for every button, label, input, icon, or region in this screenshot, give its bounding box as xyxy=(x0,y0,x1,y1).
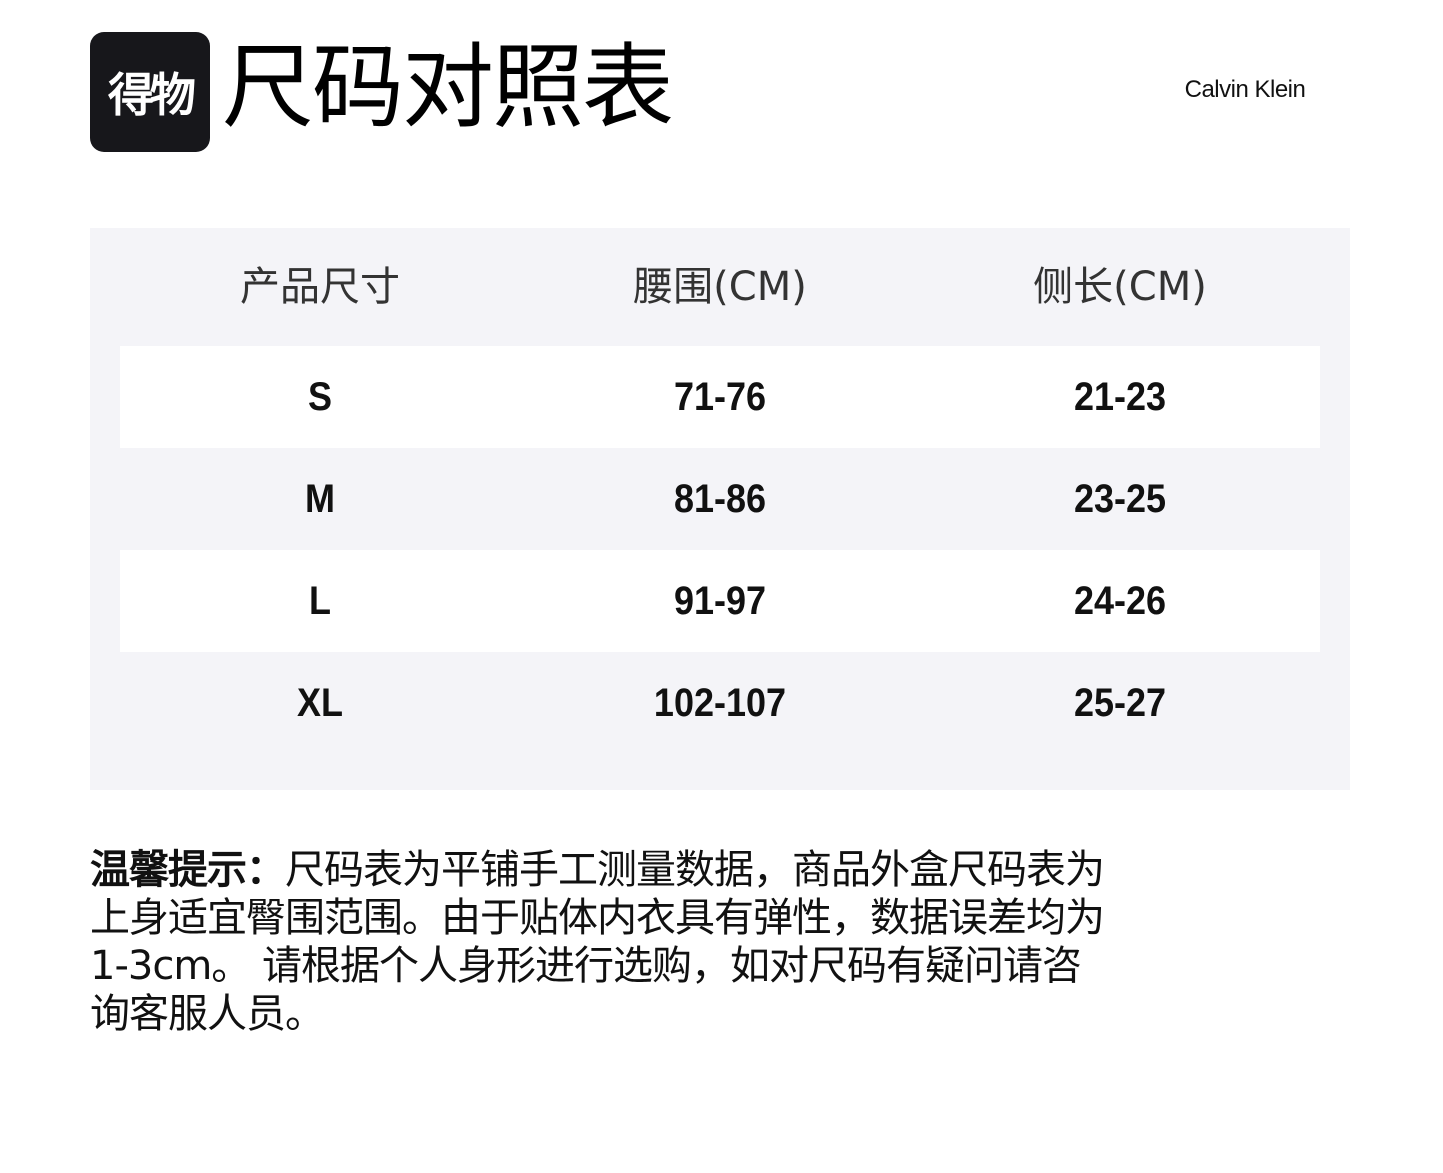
dewu-logo: 得物 xyxy=(90,32,210,152)
cell-size: XL xyxy=(296,681,344,725)
column-header-side-length: 侧长(CM) xyxy=(1033,264,1207,310)
table-row: L 91-97 24-26 xyxy=(120,550,1320,652)
cell-side-length: 21-23 xyxy=(1073,375,1167,419)
cell-side-length: 23-25 xyxy=(1073,477,1167,521)
brand-name: Calvin Klein xyxy=(1184,76,1306,103)
logo-text: 得物 xyxy=(108,68,196,122)
page-title: 尺码对照表 xyxy=(222,34,674,141)
table-header: 产品尺寸 腰围(CM) 侧长(CM) xyxy=(120,228,1320,346)
note-line: 询客服人员。 xyxy=(90,991,325,1037)
cell-size: L xyxy=(309,579,331,623)
table-row: S 71-76 21-23 xyxy=(120,346,1320,448)
note-line: 温馨提示：尺码表为平铺手工测量数据，商品外盒尺码表为 xyxy=(90,846,1360,894)
note-line: 1-3cm。 请根据个人身形进行选购，如对尺码有疑问请咨 xyxy=(90,943,1082,989)
cell-waist: 81-86 xyxy=(673,477,767,521)
table-row: M 81-86 23-25 xyxy=(120,448,1320,550)
table-row: XL 102-107 25-27 xyxy=(120,652,1320,754)
column-header-waist: 腰围(CM) xyxy=(633,264,807,310)
cell-waist: 102-107 xyxy=(653,681,787,725)
note-label: 温馨提示： xyxy=(90,847,286,893)
cell-waist: 91-97 xyxy=(673,579,767,623)
cell-side-length: 25-27 xyxy=(1073,681,1167,725)
cell-size: M xyxy=(304,477,335,521)
note-text: 尺码表为平铺手工测量数据，商品外盒尺码表为 xyxy=(285,847,1105,893)
cell-side-length: 24-26 xyxy=(1073,579,1167,623)
note-line: 上身适宜臀围范围。由于贴体内衣具有弹性，数据误差均为 xyxy=(90,895,1105,941)
column-header-size: 产品尺寸 xyxy=(240,264,400,310)
size-table: 产品尺寸 腰围(CM) 侧长(CM) S 71-76 21-23 M 81-86… xyxy=(90,228,1350,790)
cell-size: S xyxy=(307,375,333,419)
size-note: 温馨提示：尺码表为平铺手工测量数据，商品外盒尺码表为 上身适宜臀围范围。由于贴体… xyxy=(90,846,1360,1038)
cell-waist: 71-76 xyxy=(673,375,767,419)
